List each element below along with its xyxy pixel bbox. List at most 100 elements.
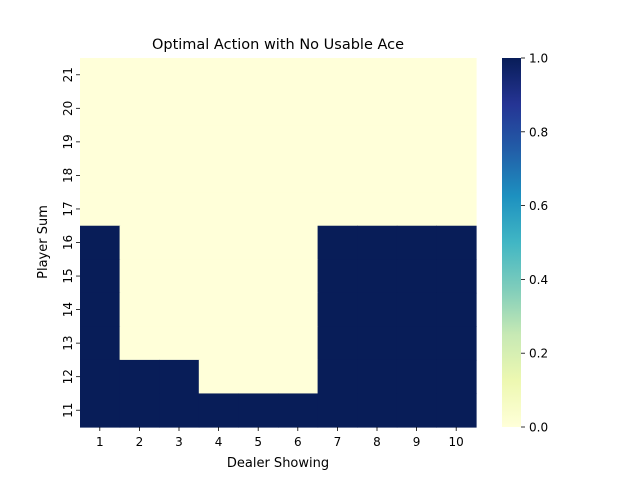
heatmap-cell — [198, 91, 239, 126]
heatmap-cell — [278, 91, 319, 126]
heatmap-cell — [317, 225, 358, 260]
heatmap-cell — [317, 91, 358, 126]
heatmap-cell — [238, 125, 279, 160]
heatmap-cell — [278, 58, 319, 93]
colorbar-gradient — [502, 58, 521, 427]
heatmap-cell — [436, 125, 477, 160]
colorbar-tick-label: 1.0 — [529, 52, 548, 66]
x-tick-label: 8 — [373, 435, 381, 449]
heatmap-cell — [119, 292, 160, 327]
heatmap-cell — [357, 91, 398, 126]
heatmap-cell — [278, 292, 319, 327]
y-axis-label: Player Sum — [36, 205, 51, 279]
heatmap-cell — [278, 393, 319, 428]
x-tick-label: 2 — [136, 435, 144, 449]
heatmap-cell — [317, 292, 358, 327]
heatmap-cell — [357, 359, 398, 395]
heatmap-cell — [436, 58, 477, 93]
x-axis-label: Dealer Showing — [227, 456, 329, 471]
y-tick-label: 12 — [61, 369, 75, 384]
heatmap-cell — [357, 125, 398, 160]
heatmap-cell — [198, 192, 239, 227]
colorbar-tick-label: 0.6 — [529, 199, 548, 213]
heatmap-cell — [436, 292, 477, 327]
heatmap-cell — [159, 58, 200, 93]
heatmap-cell — [198, 58, 239, 93]
heatmap-cell — [119, 359, 160, 395]
heatmap-cell — [238, 359, 279, 395]
heatmap-cell — [119, 225, 160, 260]
heatmap-cell — [159, 393, 200, 428]
heatmap-cell — [436, 259, 477, 294]
heatmap-cell — [357, 259, 398, 294]
heatmap-cell — [159, 292, 200, 327]
heatmap-cell — [80, 393, 121, 428]
y-tick-label: 11 — [61, 403, 75, 418]
heatmap-cell — [80, 326, 121, 361]
heatmap-cell — [80, 259, 121, 294]
heatmap-cell — [238, 393, 279, 428]
heatmap-cell — [436, 192, 477, 227]
y-axis-ticks: 21 20 19 18 17 16 15 14 13 12 11 — [61, 67, 80, 418]
heatmap-cell — [159, 359, 200, 395]
y-tick-label: 17 — [61, 201, 75, 216]
x-tick-label: 4 — [215, 435, 223, 449]
heatmap-cell — [80, 192, 121, 227]
heatmap-cell — [278, 259, 319, 294]
heatmap-cell — [396, 359, 437, 395]
heatmap-cell — [119, 393, 160, 428]
heatmap-cells — [80, 58, 477, 428]
heatmap-cell — [357, 393, 398, 428]
heatmap-cell — [357, 326, 398, 361]
heatmap-cell — [317, 326, 358, 361]
heatmap-cell — [396, 91, 437, 126]
heatmap-cell — [436, 158, 477, 193]
heatmap-cell — [198, 259, 239, 294]
heatmap-cell — [159, 91, 200, 126]
heatmap-cell — [317, 259, 358, 294]
heatmap-cell — [119, 58, 160, 93]
heatmap-cell — [278, 225, 319, 260]
heatmap-cell — [80, 125, 121, 160]
colorbar-tick-label: 0.4 — [529, 273, 548, 287]
heatmap-cell — [436, 326, 477, 361]
y-tick-label: 14 — [61, 302, 75, 317]
heatmap-cell — [198, 326, 239, 361]
x-tick-label: 5 — [254, 435, 262, 449]
heatmap-cell — [80, 292, 121, 327]
heatmap-cell — [159, 225, 200, 260]
heatmap-cell — [317, 58, 358, 93]
heatmap-cell — [159, 158, 200, 193]
heatmap-cell — [198, 125, 239, 160]
heatmap-cell — [436, 225, 477, 260]
heatmap-cell — [159, 259, 200, 294]
heatmap-cell — [119, 326, 160, 361]
heatmap-cell — [317, 192, 358, 227]
colorbar-tick-label: 0.0 — [529, 421, 548, 435]
heatmap-cell — [198, 292, 239, 327]
x-tick-label: 7 — [334, 435, 342, 449]
x-axis-ticks: 1 2 3 4 5 6 7 8 9 10 — [96, 427, 464, 449]
heatmap-cell — [119, 125, 160, 160]
colorbar-tick-label: 0.2 — [529, 347, 548, 361]
heatmap-cell — [396, 326, 437, 361]
heatmap-cell — [396, 192, 437, 227]
heatmap-cell — [238, 91, 279, 126]
heatmap-cell — [317, 359, 358, 395]
y-tick-label: 18 — [61, 168, 75, 183]
x-tick-label: 10 — [449, 435, 464, 449]
heatmap-cell — [317, 125, 358, 160]
heatmap-cell — [80, 225, 121, 260]
heatmap-cell — [238, 326, 279, 361]
heatmap-cell — [278, 125, 319, 160]
heatmap-cell — [198, 225, 239, 260]
heatmap-cell — [278, 158, 319, 193]
heatmap-cell — [80, 359, 121, 395]
x-tick-label: 1 — [96, 435, 104, 449]
heatmap-cell — [119, 158, 160, 193]
chart-title: Optimal Action with No Usable Ace — [152, 37, 404, 53]
heatmap-cell — [159, 125, 200, 160]
heatmap-cell — [396, 158, 437, 193]
heatmap-cell — [357, 158, 398, 193]
